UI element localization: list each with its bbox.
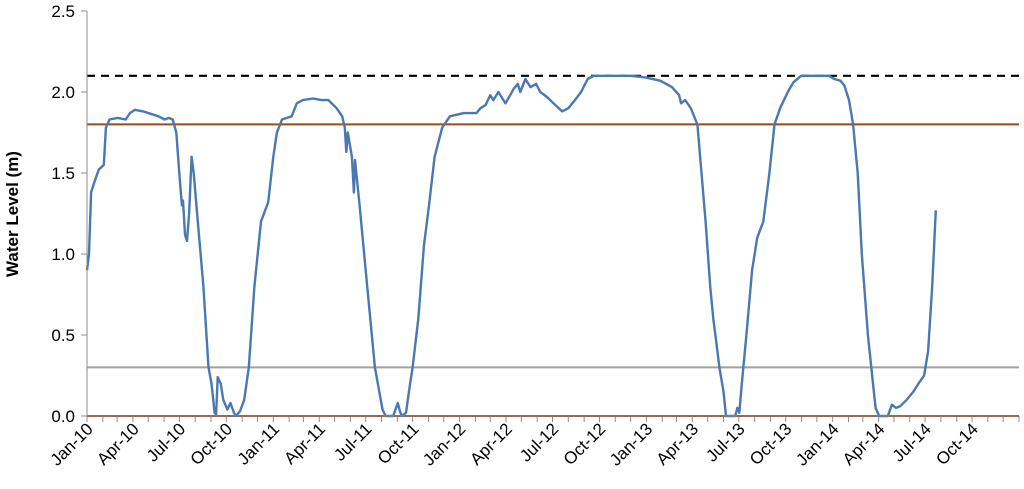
series-group	[85, 74, 937, 418]
x-tick-label: Oct-13	[746, 419, 796, 469]
x-tick-label: Jan-13	[606, 419, 656, 469]
x-tick-label: Oct-10	[187, 419, 237, 469]
x-tick-label: Jul-12	[516, 419, 562, 465]
x-tick-label: Oct-11	[374, 419, 423, 468]
x-tick-label: Apr-11	[280, 419, 329, 468]
y-axis-title: Water Level (m)	[3, 151, 22, 277]
y-tick-label: 0.5	[51, 326, 75, 345]
x-tick-label: Oct-12	[560, 419, 610, 469]
y-tick-label: 1.5	[51, 164, 75, 183]
x-tick-label: Jul-14	[889, 419, 935, 465]
x-tick-label: Jul-11	[330, 419, 375, 464]
x-tick-label: Apr-12	[466, 419, 516, 469]
y-tick-label: 0.0	[51, 407, 75, 426]
x-tick-label: Apr-14	[839, 419, 889, 469]
x-tick-label: Jan-11	[234, 419, 283, 468]
y-tick-label: 2.5	[51, 2, 75, 21]
y-tick-group: 0.0 0.5 1.0 1.5 2.0 2.5	[51, 2, 87, 426]
x-tick-label: Oct-14	[932, 419, 982, 469]
x-tick-label: Apr-10	[93, 419, 143, 469]
water-level-series-line	[85, 74, 937, 418]
x-tick-label: Jan-10	[47, 419, 97, 469]
x-tick-label: Jul-10	[143, 419, 189, 465]
x-tick-label: Jan-12	[419, 419, 469, 469]
reference-line-group	[87, 74, 1019, 417]
y-tick-label: 2.0	[51, 83, 75, 102]
x-tick-label: Apr-13	[653, 419, 703, 469]
y-tick-label: 1.0	[51, 245, 75, 264]
x-tick-label: Jan-14	[792, 419, 842, 469]
x-tick-label: Jul-13	[702, 419, 748, 465]
